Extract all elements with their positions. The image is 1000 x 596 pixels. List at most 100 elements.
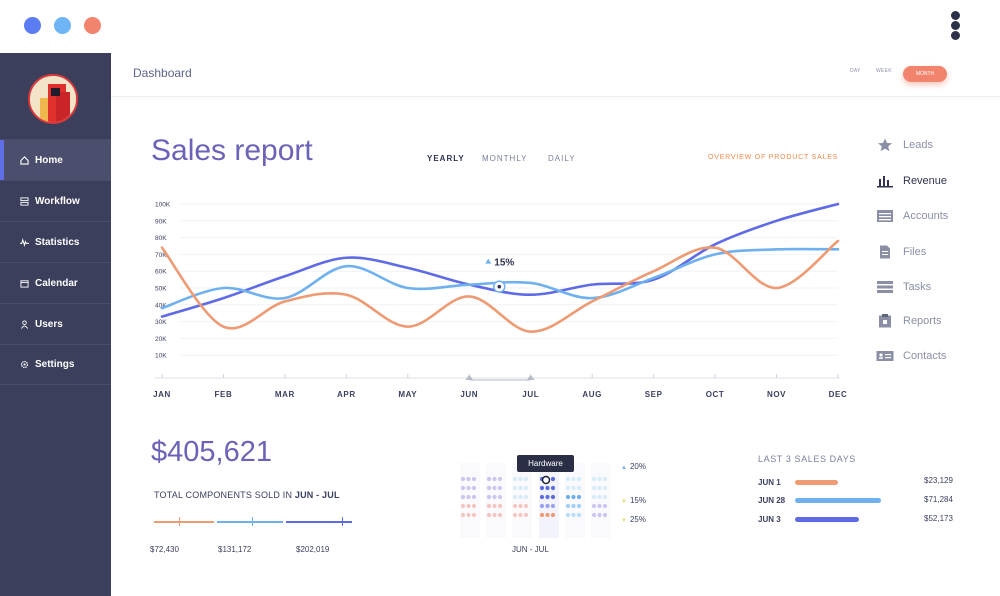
x-tick-label: JAN: [153, 390, 171, 399]
tab-daily[interactable]: DAILY: [548, 154, 576, 163]
sidebar-item-statistics[interactable]: Statistics: [0, 221, 111, 262]
heatmap-range-label: JUN - JUL: [512, 545, 549, 554]
heatmap-dot: [497, 485, 503, 491]
x-tick-label: NOV: [767, 390, 786, 399]
heatmap-dot: [591, 476, 597, 482]
heatmap-dot: [512, 476, 518, 482]
sidebar-item-users[interactable]: Users: [0, 303, 111, 344]
percent-value: 20%: [629, 462, 646, 471]
x-tick-label: MAY: [398, 390, 417, 399]
heatmap-dot: [591, 485, 597, 491]
accounts-icon: [877, 210, 893, 222]
heatmap-dot: [602, 494, 608, 500]
sidebar-item-settings[interactable]: Settings: [0, 344, 111, 385]
menu-item-reports[interactable]: Reports: [876, 314, 942, 328]
heatmap-dot: [591, 512, 597, 518]
heatmap-dot: [466, 485, 471, 491]
heatmap-dot: [565, 476, 571, 482]
amount-value: $72,430: [150, 545, 179, 554]
page-title: Sales report: [151, 134, 313, 167]
heatmap-dot: [565, 494, 571, 500]
menu-item-label: Contacts: [903, 350, 947, 362]
sidebar-item-workflow[interactable]: Workflow: [0, 180, 111, 221]
heatmap-dot: [518, 485, 523, 491]
menu-item-leads[interactable]: Leads: [876, 138, 933, 152]
sales-day-bar: [795, 498, 881, 503]
sidebar: Home Workflow Statistics Calendar Users …: [0, 53, 111, 596]
heatmap-dot: [460, 512, 466, 518]
heatmap-dot: [539, 503, 545, 509]
heatmap-dot: [591, 503, 597, 509]
menu-item-files[interactable]: Files: [876, 245, 926, 259]
heatmap-column-bg: [539, 463, 559, 538]
heatmap-dot: [471, 503, 477, 509]
heatmap-dot: [597, 485, 602, 491]
amount-tick-2: [252, 517, 253, 526]
tab-yearly[interactable]: YEARLY: [427, 154, 465, 163]
menu-item-accounts[interactable]: Accounts: [876, 209, 948, 223]
heatmap-dot: [492, 485, 497, 491]
x-tick-label: APR: [337, 390, 356, 399]
heatmap-dot: [512, 512, 518, 518]
sidebar-item-calendar[interactable]: Calendar: [0, 262, 111, 303]
overview-product-sales-link[interactable]: OVERVIEW OF PRODUCT SALES: [708, 154, 839, 161]
heatmap-dot: [466, 494, 471, 500]
triangle-up-icon: ▲: [621, 465, 627, 471]
window-minimize-dot[interactable]: [54, 17, 71, 34]
amount-value: $202,019: [296, 545, 330, 554]
heatmap-dot: [471, 485, 477, 491]
percent-up: ▲ 20%: [621, 462, 646, 471]
y-tick-label: 70K: [155, 252, 167, 259]
workflow-icon: [20, 196, 29, 206]
range-handle-icon: [526, 375, 535, 380]
highlight-marker-dot: [497, 284, 502, 289]
sales-day-date: JUN 1: [758, 478, 781, 487]
window-maximize-dot[interactable]: [84, 17, 101, 34]
amount-bar-3: [286, 521, 352, 523]
heatmap-dot: [460, 494, 466, 500]
heatmap-dot: [545, 494, 550, 500]
sales-day-value: $23,129: [924, 476, 953, 485]
amount-tick-3: [342, 517, 343, 526]
heatmap-dot: [591, 494, 597, 500]
avatar[interactable]: [28, 74, 78, 124]
x-tick-label: JUN: [460, 390, 478, 399]
hardware-marker: [541, 475, 551, 485]
tasks-icon: [877, 281, 893, 293]
heatmap-column-bg: [591, 463, 611, 538]
heatmap-dot: [486, 512, 492, 518]
tab-monthly[interactable]: MONTHLY: [482, 154, 528, 163]
heatmap-dot: [550, 503, 556, 509]
menu-item-contacts[interactable]: Contacts: [876, 349, 946, 363]
total-label-prefix: TOTAL COMPONENTS SOLD IN: [154, 490, 295, 500]
file-icon: [880, 245, 890, 259]
percent-value: 25%: [629, 515, 646, 524]
menu-item-revenue[interactable]: Revenue: [876, 174, 947, 188]
heatmap-dot: [597, 494, 602, 500]
range-month-button[interactable]: MONTH: [903, 66, 947, 82]
window-close-dot[interactable]: [24, 17, 41, 34]
heatmap-dot: [523, 494, 529, 500]
heatmap-dot: [512, 485, 518, 491]
sales-day-value: $71,284: [924, 495, 953, 504]
sidebar-item-home[interactable]: Home: [0, 139, 111, 180]
highlight-label: 15%: [494, 258, 514, 269]
home-icon: [20, 155, 29, 165]
heatmap-dot: [523, 512, 529, 518]
x-tick-label: FEB: [215, 390, 233, 399]
heatmap-column-bg: [460, 463, 480, 538]
heatmap-dot: [597, 503, 602, 509]
y-tick-label: 20K: [155, 336, 167, 343]
heatmap-dot: [512, 503, 518, 509]
heatmap-dot: [518, 503, 523, 509]
sidebar-item-label: Settings: [35, 359, 75, 370]
range-day-button[interactable]: DAY: [850, 68, 861, 74]
heatmap-dot: [576, 503, 582, 509]
menu-item-tasks[interactable]: Tasks: [876, 280, 931, 294]
y-tick-label: 60K: [155, 269, 167, 276]
more-options-icon[interactable]: [948, 11, 962, 41]
heatmap-dot: [576, 494, 582, 500]
range-week-button[interactable]: WEEK: [876, 68, 892, 74]
heatmap-dot: [597, 512, 602, 518]
heatmap-dot: [518, 476, 523, 482]
